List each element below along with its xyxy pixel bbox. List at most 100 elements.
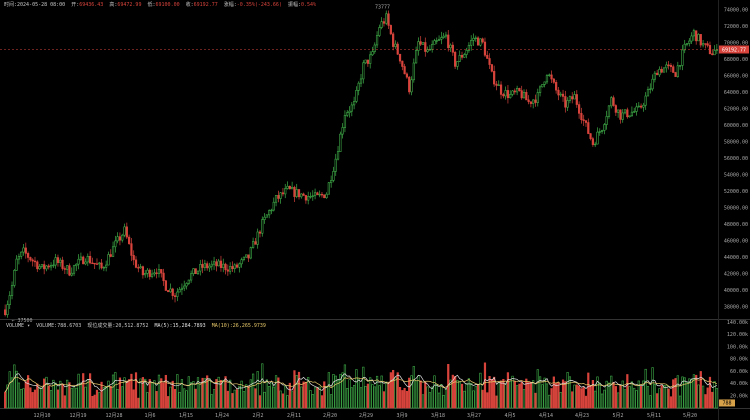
volume-bar bbox=[364, 385, 367, 409]
candle-body bbox=[396, 43, 399, 55]
volume-bar bbox=[555, 382, 558, 409]
volume-bar bbox=[497, 382, 500, 409]
volume-bar bbox=[568, 376, 572, 409]
candle-body bbox=[353, 101, 356, 106]
candle-body bbox=[309, 196, 312, 198]
volume-bar bbox=[389, 372, 392, 409]
candle-body bbox=[520, 90, 523, 99]
candle-body bbox=[268, 210, 271, 216]
volume-bar bbox=[561, 379, 565, 409]
volume-bar bbox=[394, 376, 397, 409]
volume-bar bbox=[36, 383, 39, 409]
volume-bar bbox=[258, 395, 262, 409]
amplitude-label: 振幅: bbox=[287, 2, 301, 8]
volume-tick-label: 120.00k bbox=[727, 332, 748, 338]
volume-bar bbox=[70, 388, 73, 409]
volume-bar bbox=[371, 384, 374, 409]
candle-body bbox=[392, 33, 395, 47]
volume-bar bbox=[481, 389, 484, 409]
candle-body bbox=[435, 40, 438, 42]
volume-bar bbox=[288, 382, 291, 409]
candle-body bbox=[130, 243, 133, 256]
volume-bar bbox=[66, 379, 69, 409]
candle-body bbox=[61, 259, 64, 269]
volume-bar bbox=[61, 384, 64, 409]
candle-body bbox=[656, 72, 659, 76]
candle-body bbox=[332, 171, 335, 181]
volume-bar bbox=[33, 389, 37, 409]
candle-body bbox=[88, 255, 92, 264]
volume-bar bbox=[667, 388, 670, 409]
time-value: 2024-05-28 08:00 bbox=[17, 2, 66, 8]
volume-bar bbox=[169, 386, 172, 409]
volume-bar bbox=[68, 382, 71, 409]
volume-bar bbox=[504, 383, 507, 409]
volume-bar bbox=[210, 394, 213, 409]
time-tick-label: 1月24 bbox=[215, 413, 229, 419]
volume-bar bbox=[623, 389, 627, 409]
candle-body bbox=[33, 260, 37, 263]
volume-bar bbox=[548, 394, 551, 409]
candle-body bbox=[545, 75, 549, 83]
volume-tick-label: 100.00k bbox=[727, 344, 748, 350]
volume-dropdown-icon[interactable]: ▾ bbox=[27, 323, 31, 329]
volume-bar bbox=[187, 376, 190, 409]
volume-bar bbox=[534, 392, 537, 409]
volume-bar bbox=[695, 374, 698, 409]
volume-bar bbox=[277, 377, 280, 409]
candle-body bbox=[82, 256, 85, 265]
volume-bar bbox=[490, 379, 493, 409]
ma5-label: MA(5): bbox=[154, 323, 173, 329]
candle-body bbox=[538, 86, 542, 93]
volume-bar bbox=[596, 376, 599, 409]
volume-bar bbox=[465, 383, 468, 409]
volume-bar bbox=[564, 381, 567, 409]
candle-body bbox=[323, 194, 326, 199]
time-tick-label: 2月11 bbox=[287, 413, 301, 419]
candle-body bbox=[713, 50, 716, 56]
volume-bar bbox=[685, 382, 689, 409]
candle-body bbox=[621, 112, 624, 120]
price-tick-label: 42000.00 bbox=[724, 271, 748, 277]
volume-bar bbox=[300, 386, 303, 409]
candle-body bbox=[552, 78, 555, 83]
volume-bar bbox=[95, 389, 99, 409]
candle-body bbox=[155, 272, 158, 274]
candle-body bbox=[284, 188, 287, 195]
volume-bar bbox=[297, 371, 301, 409]
candle-body bbox=[385, 13, 388, 24]
candle-body bbox=[610, 97, 613, 107]
volume-bar bbox=[245, 384, 248, 409]
volume-bar bbox=[56, 389, 60, 409]
candle-body bbox=[233, 264, 236, 270]
candle-body bbox=[591, 138, 594, 145]
volume-bar bbox=[584, 395, 588, 409]
volume-bar bbox=[336, 379, 340, 409]
candle-body bbox=[493, 71, 496, 85]
candle-body bbox=[571, 96, 574, 100]
time-tick-label: 1月6 bbox=[144, 413, 155, 419]
volume-bar bbox=[40, 387, 43, 409]
candle-body bbox=[701, 43, 705, 46]
candle-body bbox=[577, 104, 581, 114]
candle-body bbox=[162, 272, 165, 282]
volume-bar bbox=[199, 383, 202, 409]
candle-body bbox=[203, 263, 206, 268]
volume-bar bbox=[385, 381, 388, 409]
volume-bar bbox=[499, 380, 503, 409]
volume-bar bbox=[676, 375, 679, 409]
volume-bar bbox=[502, 379, 505, 409]
volume-bar bbox=[532, 380, 535, 409]
candle-body bbox=[148, 269, 151, 277]
volume-bar bbox=[674, 378, 677, 409]
candle-body bbox=[52, 264, 55, 267]
candle-body bbox=[472, 37, 475, 41]
candle-body bbox=[692, 30, 695, 37]
time-tick-label: 5月20 bbox=[683, 413, 697, 419]
candle-body bbox=[20, 251, 23, 257]
volume-bar bbox=[325, 385, 328, 409]
volume-bar bbox=[495, 395, 498, 409]
candle-body bbox=[516, 87, 519, 93]
candle-body bbox=[93, 262, 96, 265]
